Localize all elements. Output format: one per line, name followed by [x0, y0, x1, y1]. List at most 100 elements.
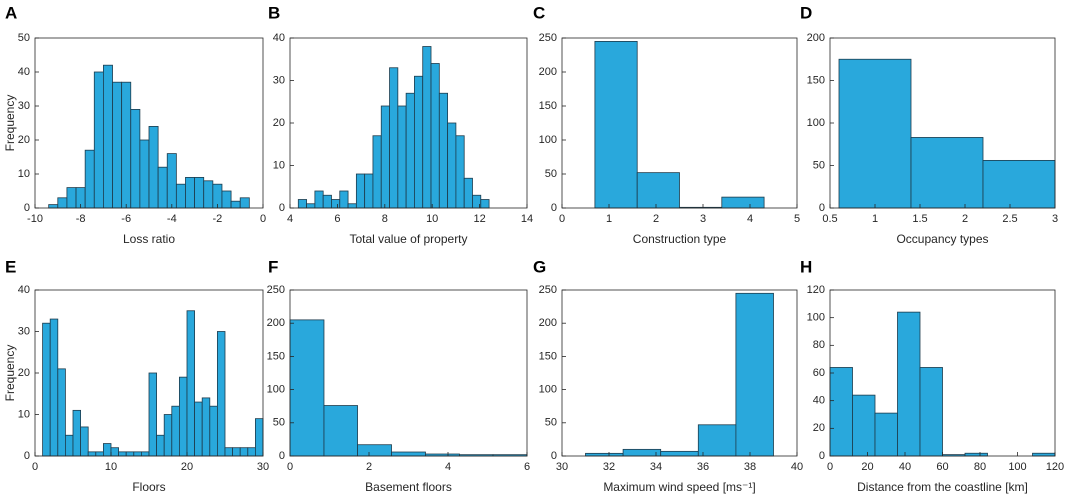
- bar: [209, 405, 218, 457]
- x-tick-label: 4: [445, 461, 451, 473]
- y-tick-label: 0: [279, 202, 285, 214]
- bar: [964, 452, 988, 457]
- bar: [163, 414, 173, 457]
- x-tick-label: 4: [287, 213, 293, 225]
- x-tick-label: 3: [1052, 213, 1058, 225]
- bar: [57, 197, 68, 209]
- bar: [93, 71, 104, 209]
- x-tick-label: 0.5: [822, 213, 837, 225]
- axes-box: [561, 289, 798, 457]
- bar: [239, 197, 250, 209]
- bar: [455, 135, 465, 209]
- y-tick-label: 150: [267, 350, 285, 362]
- bar: [65, 434, 74, 457]
- x-tick-label: -10: [27, 213, 43, 225]
- y-tick-label: 0: [24, 450, 30, 462]
- y-tick-label: 100: [807, 312, 825, 324]
- x-axis-label: Basement floors: [365, 480, 452, 494]
- bar: [118, 451, 127, 457]
- panel-letter: F: [268, 257, 278, 276]
- y-tick-label: 250: [539, 32, 557, 44]
- bar: [347, 203, 357, 209]
- bar: [130, 109, 141, 209]
- bar: [910, 137, 984, 209]
- y-tick-label: 10: [18, 168, 30, 180]
- y-tick-label: 30: [18, 100, 30, 112]
- bar: [405, 92, 415, 209]
- bar: [103, 64, 113, 209]
- bar: [157, 166, 168, 209]
- axes-box: [34, 37, 264, 209]
- x-tick-label: 40: [899, 461, 911, 473]
- bar: [721, 196, 765, 209]
- x-tick-label: 14: [521, 213, 533, 225]
- bar: [829, 367, 853, 457]
- x-tick-label: 8: [382, 213, 388, 225]
- bar: [148, 126, 159, 209]
- x-tick-label: 1: [872, 213, 878, 225]
- bar: [636, 172, 680, 209]
- x-tick-label: 0: [827, 461, 833, 473]
- panel-letter: D: [800, 3, 812, 22]
- bar: [221, 190, 232, 209]
- y-tick-label: 20: [18, 367, 30, 379]
- x-tick-label: 10: [105, 461, 117, 473]
- bar: [216, 331, 226, 457]
- x-tick-label: 6: [524, 461, 530, 473]
- x-tick-label: 4: [747, 213, 753, 225]
- y-tick-label: 50: [18, 32, 30, 44]
- bar: [66, 187, 77, 209]
- x-tick-label: 0: [32, 461, 38, 473]
- bar: [194, 401, 203, 457]
- y-tick-label: 0: [819, 202, 825, 214]
- bar: [247, 447, 256, 457]
- panel-letter: B: [268, 3, 280, 22]
- x-tick-label: 0: [260, 213, 266, 225]
- y-tick-label: 50: [545, 417, 557, 429]
- x-axis-label: Total value of property: [349, 232, 467, 246]
- y-tick-label: 10: [273, 159, 285, 171]
- x-tick-label: 32: [603, 461, 615, 473]
- panel-letter: G: [533, 257, 546, 276]
- x-tick-label: -6: [121, 213, 131, 225]
- bar: [186, 310, 195, 457]
- y-tick-label: 30: [18, 325, 30, 337]
- y-axis-label: Frequency: [3, 345, 17, 402]
- bar: [919, 367, 943, 457]
- bar: [148, 372, 157, 457]
- y-tick-label: 50: [273, 417, 285, 429]
- x-tick-label: 40: [791, 461, 803, 473]
- y-tick-label: 150: [807, 74, 825, 86]
- bar: [185, 176, 195, 209]
- bar: [697, 424, 737, 457]
- bar: [87, 451, 97, 457]
- bar: [201, 397, 211, 457]
- x-tick-label: 34: [650, 461, 662, 473]
- x-tick-label: 60: [936, 461, 948, 473]
- panel-letter: A: [5, 3, 17, 22]
- x-tick-label: 80: [974, 461, 986, 473]
- bar: [289, 319, 325, 457]
- bar: [230, 200, 241, 209]
- bar: [57, 368, 66, 457]
- x-tick-label: 0: [559, 213, 565, 225]
- bar: [355, 173, 366, 209]
- x-tick-label: 3: [700, 213, 706, 225]
- y-tick-label: 100: [539, 384, 557, 396]
- bar: [254, 418, 264, 457]
- bar: [194, 176, 205, 209]
- y-tick-label: 80: [813, 339, 825, 351]
- bar: [874, 412, 898, 457]
- y-tick-label: 0: [551, 450, 557, 462]
- bar: [239, 447, 249, 457]
- x-tick-label: 2: [653, 213, 659, 225]
- bar: [80, 426, 89, 457]
- x-tick-label: 2: [366, 461, 372, 473]
- y-tick-label: 100: [539, 134, 557, 146]
- x-tick-label: 2: [962, 213, 968, 225]
- bar: [447, 122, 457, 209]
- bar: [389, 67, 399, 209]
- x-tick-label: 36: [697, 461, 709, 473]
- bar: [139, 139, 150, 209]
